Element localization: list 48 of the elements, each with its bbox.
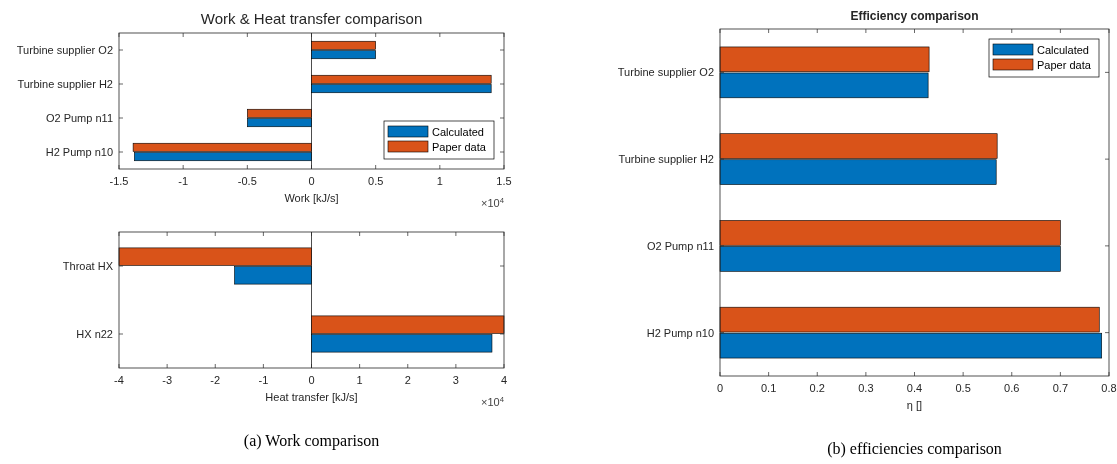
x-tick-label: 0.5 bbox=[955, 382, 971, 394]
y-tick-label: Turbine supplier O2 bbox=[16, 44, 113, 56]
text: (b) efficiencies comparison bbox=[827, 440, 1002, 458]
x-tick-label: 0 bbox=[716, 382, 724, 394]
y-tick-label: O2 Pump n11 bbox=[646, 239, 714, 252]
x-axis-title: η [] bbox=[906, 399, 923, 411]
x-axis-title: Work [kJ/s] bbox=[284, 192, 339, 204]
legend-label: Paper data bbox=[1037, 58, 1092, 71]
x-tick-label: 0.8 bbox=[1101, 382, 1117, 394]
text: ×10$^{4}$ bbox=[481, 195, 505, 209]
x-tick-label: -1 bbox=[258, 374, 269, 386]
x-tick-label: 0 bbox=[308, 175, 315, 187]
chart-title: Efficiency comparison bbox=[850, 9, 979, 23]
text: ×10$^{4}$ bbox=[481, 394, 505, 408]
x-tick-label: 0.2 bbox=[809, 382, 825, 394]
y-tick-label: Turbine supplier O2 bbox=[617, 66, 714, 79]
y-tick-label: H2 Pump n10 bbox=[646, 326, 714, 339]
x-tick-label: -1 bbox=[178, 175, 189, 187]
x-tick-label: 1 bbox=[356, 374, 363, 386]
x-tick-label: 0.7 bbox=[1052, 382, 1069, 394]
chart-title: Work & Heat transfer comparison bbox=[200, 10, 423, 27]
y-tick-label: H2 Pump n10 bbox=[45, 146, 113, 158]
text: (a) Work comparison bbox=[243, 432, 380, 450]
x-tick-label: -0.5 bbox=[237, 175, 257, 187]
x-tick-label: 0.4 bbox=[906, 382, 923, 394]
x-tick-label: 0.5 bbox=[368, 175, 384, 187]
x-tick-label: 0.6 bbox=[1004, 382, 1020, 394]
x-axis-title: Heat transfer [kJ/s] bbox=[265, 391, 358, 403]
x-tick-label: -3 bbox=[162, 374, 173, 386]
legend-label: Paper data bbox=[432, 140, 487, 153]
x-tick-label: 3 bbox=[452, 374, 459, 386]
y-tick-label: O2 Pump n11 bbox=[45, 112, 113, 124]
legend-label: Calculated bbox=[432, 125, 484, 138]
y-tick-label: Throat HX bbox=[62, 260, 114, 272]
y-tick-label: Turbine supplier H2 bbox=[17, 78, 113, 90]
x-tick-label: -4 bbox=[114, 374, 124, 386]
x-tick-label: 0 bbox=[308, 374, 315, 386]
x-tick-label: 1.5 bbox=[496, 175, 512, 187]
x-tick-label: 0.1 bbox=[760, 382, 777, 394]
legend-label: Calculated bbox=[1037, 43, 1089, 56]
x-tick-label: 1 bbox=[436, 175, 443, 187]
x-tick-label: 0.3 bbox=[858, 382, 874, 394]
x-tick-label: -2 bbox=[210, 374, 221, 386]
x-tick-label: 4 bbox=[500, 374, 508, 386]
y-tick-label: HX n22 bbox=[76, 328, 113, 340]
y-tick-label: Turbine supplier H2 bbox=[618, 153, 714, 166]
x-tick-label: 2 bbox=[404, 374, 411, 386]
x-tick-label: -1.5 bbox=[109, 175, 129, 187]
